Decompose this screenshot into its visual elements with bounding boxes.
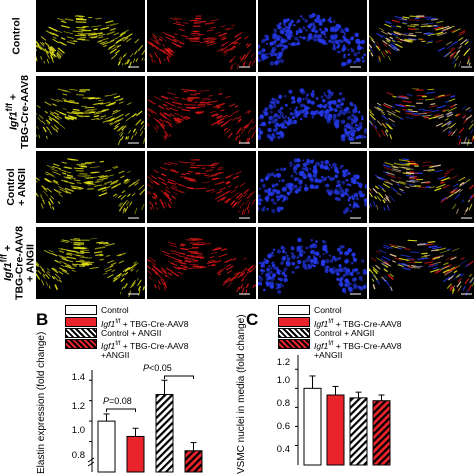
micrograph-yellow-channel-row4 [36,227,145,299]
panel-c-tick: 0.4 [276,444,290,455]
legend-swatch [65,339,97,349]
panel-b-tick: 0.8 [71,450,85,461]
significance-bracket-2 [164,375,194,379]
panel-c-letter: C [246,310,259,329]
micrograph-red-channel-row1 [147,0,256,72]
panel-c-tick: 0.8 [276,398,290,409]
micrograph-merge-row2 [369,76,474,148]
legend-swatch [278,317,310,327]
legend-label: Igf1f/f + TBG-Cre-AAV8 [314,318,402,329]
axis-break [87,457,95,467]
micrograph-blue-channel-row3 [258,151,367,223]
micrograph-red-channel-row2 [147,76,256,148]
significance-bracket-1 [106,408,136,412]
legend-swatch [278,339,310,349]
legend-label: Control [314,305,342,315]
micrograph-yellow-channel-row2 [36,76,145,148]
micrograph-merge-row4 [369,227,474,299]
bar-4 [372,400,391,466]
legend-label: Control + ANGII [101,328,162,338]
panel-b-letter: B [36,310,49,329]
panel-b-pval-1: P=0.08 [103,396,132,406]
bar-1 [303,387,322,466]
micrograph-red-channel-row3 [147,151,256,223]
legend-swatch [278,305,310,315]
bar-2 [326,394,345,466]
legend-label: Control [101,305,129,315]
legend-label-angii: +ANGII [314,350,343,360]
panel-c-tick: 0.6 [276,421,290,432]
legend-swatch [65,328,97,338]
legend-swatch [65,317,97,327]
panel-b-pval-2: P<0.05 [143,363,172,373]
micrograph-blue-channel-row4 [258,227,367,299]
micrograph-yellow-channel-row3 [36,151,145,223]
micrograph-blue-channel-row2 [258,76,367,148]
legend-swatch [65,305,97,315]
micrograph-merge-row3 [369,151,474,223]
panel-b-tick: 1.0 [71,425,85,436]
legend-label-angii: +ANGII [101,350,130,360]
legend-label: Igf1f/f + TBG-Cre-AAV8 [314,340,402,351]
panel-c-tick: 1.0 [276,375,290,386]
micrograph-merge-row1 [369,0,474,72]
legend-label: Control + ANGII [314,328,375,338]
panel-b-tick: 1.2 [71,401,85,412]
bar-3 [349,397,368,466]
micrograph-blue-channel-row1 [258,0,367,72]
panel-c-tick: 1.2 [276,357,290,368]
legend-label: Igf1f/f + TBG-Cre-AAV8 [101,318,189,329]
legend-swatch [278,328,310,338]
panel-b-tick: 1.4 [71,372,85,383]
legend-label: Igf1f/f + TBG-Cre-AAV8 [101,340,189,351]
micrograph-yellow-channel-row1 [36,0,145,72]
micrograph-red-channel-row4 [147,227,256,299]
